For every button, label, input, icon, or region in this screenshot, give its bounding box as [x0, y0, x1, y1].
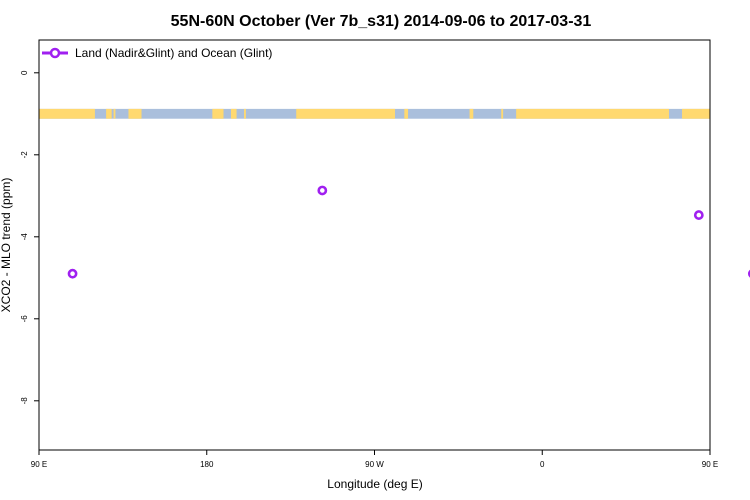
x-tick-label: 90 E [31, 460, 47, 469]
data-points [67, 185, 750, 279]
y-axis-label: XCO2 - MLO trend (ppm) [0, 178, 13, 313]
y-tick-label: -2 [20, 151, 29, 159]
legend-marker [49, 47, 61, 59]
y-tick-label: -8 [20, 397, 29, 405]
legend-label: Land (Nadir&Glint) and Ocean (Glint) [75, 46, 272, 60]
land-ocean-band [39, 108, 710, 119]
land-segment [501, 108, 504, 119]
y-tick-label: 0 [20, 70, 29, 75]
data-point [693, 210, 704, 220]
land-segment [113, 108, 116, 119]
x-tick-label: 90 E [702, 460, 718, 469]
y-tick-label: -6 [20, 315, 29, 323]
data-point [317, 185, 328, 196]
x-axis-label: Longitude (deg E) [327, 477, 422, 491]
land-segment [244, 108, 246, 119]
land-segment [128, 108, 142, 119]
x-tick-label: 0 [540, 460, 545, 469]
plot-area-frame [38, 39, 711, 451]
land-segment [682, 108, 710, 119]
land-segment [404, 108, 409, 119]
land-segment [230, 108, 237, 119]
land-segment [469, 108, 474, 119]
legend: Land (Nadir&Glint) and Ocean (Glint) [42, 46, 272, 60]
land-segment [39, 108, 95, 119]
land-segment [516, 108, 669, 119]
y-tick-label: -4 [20, 233, 29, 241]
y-axis: 0 -2 -4 -6 -8 [20, 70, 39, 404]
land-segment [106, 108, 112, 119]
data-point [67, 268, 78, 279]
land-segment [296, 108, 396, 119]
x-axis: 90 E 180 90 W 0 90 E [31, 450, 718, 469]
land-segment [212, 108, 224, 119]
chart-title: 55N-60N October (Ver 7b_s31) 2014-09-06 … [171, 13, 592, 30]
x-tick-label: 180 [200, 460, 214, 469]
x-tick-label: 90 W [365, 460, 384, 469]
